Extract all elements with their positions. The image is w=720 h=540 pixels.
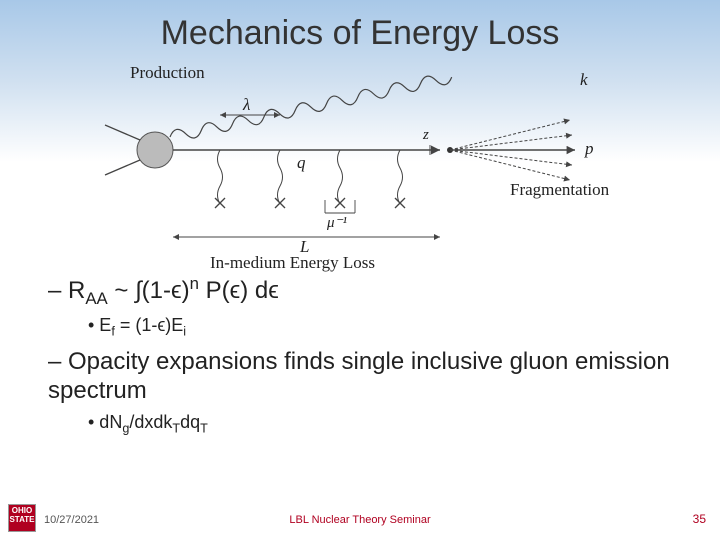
eq-text: P(ϵ) dϵ [199,277,279,304]
label-p: p [585,139,594,159]
footer: OHIO STATE 10/27/2021 LBL Nuclear Theory… [0,506,720,532]
equation-raa: – RAA ~ ∫(1-ϵ)n P(ϵ) dϵ [48,274,672,309]
eq-sub: T [200,422,208,436]
eq-sub: i [183,324,186,338]
label-q: q [297,153,306,173]
eq-text: /dxdk [129,412,172,432]
sub-equation-ef: • Ef = (1-ϵ)Ei [88,315,672,339]
eq-text: – R [48,277,85,304]
bullet-opacity: – Opacity expansions finds single inclus… [48,348,672,406]
label-fragmentation: Fragmentation [510,180,609,200]
page-title: Mechanics of Energy Loss [0,0,720,53]
label-lambda: λ [243,95,250,115]
sub-equation-dng: • dNg/dxdkTdqT [88,412,672,436]
eq-text: dq [180,412,200,432]
label-z: z [423,127,429,144]
label-in-medium: In-medium Energy Loss [210,253,375,273]
label-mu: μ⁻¹ [327,213,347,232]
eq-text: • dN [88,412,122,432]
eq-text: ~ ∫(1-ϵ) [108,277,190,304]
ohio-state-logo: OHIO STATE [8,504,36,532]
footer-seminar: LBL Nuclear Theory Seminar [289,514,430,526]
eq-sub: AA [85,289,107,308]
label-k: k [580,70,588,90]
eq-sup: n [190,274,199,293]
energy-loss-diagram: Production k λ z q p μ⁻¹ L In-medium Ene… [100,65,620,270]
eq-text: = (1-ϵ)E [115,315,183,335]
footer-date: 10/27/2021 [44,514,99,526]
footer-page-number: 35 [693,512,706,526]
eq-text: • E [88,315,111,335]
label-production: Production [130,63,205,83]
eq-sub: T [172,422,180,436]
content-area: – RAA ~ ∫(1-ϵ)n P(ϵ) dϵ • Ef = (1-ϵ)Ei –… [0,274,720,436]
